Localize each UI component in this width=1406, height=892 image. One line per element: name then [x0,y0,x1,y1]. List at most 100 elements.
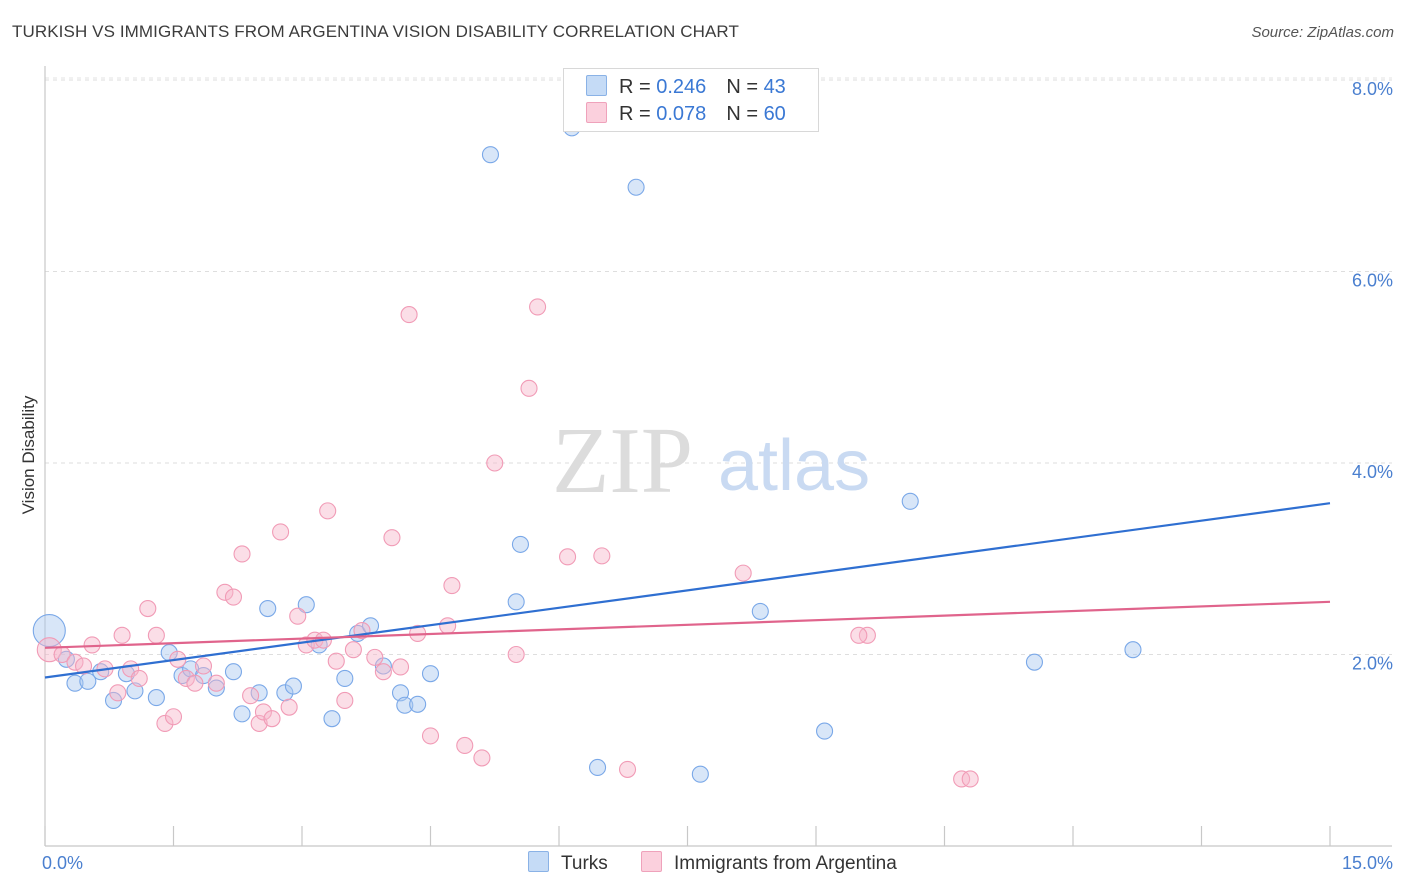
bottom-legend-argentina: Immigrants from Argentina [641,851,897,875]
turks-point [207,679,225,697]
turks-point [588,758,607,777]
turks-point [751,602,769,620]
argentina-point [319,502,337,520]
legend-n-value-argentina: 60 [763,103,786,125]
turks-point [1124,641,1142,659]
argentina-point [289,607,307,625]
argentina-point [383,529,401,547]
argentina-point [439,617,457,635]
bottom-legend-turks: Turks [528,851,608,875]
turks-point [691,765,709,783]
bottom-legend-label-argentina: Immigrants from Argentina [674,853,897,874]
argentina-point [400,306,418,324]
argentina-point [109,684,127,702]
argentina-point [147,626,165,644]
argentina-point [216,583,234,601]
y-tick-label: 2.0% [1352,654,1393,674]
legend-row-turks: R = 0.246 N = 43 [586,75,786,101]
argentina-point [224,588,243,606]
legend-r-value-turks: 0.246 [656,76,707,98]
argentina-point [734,564,752,582]
argentina-point [130,669,148,687]
argentina-point [421,727,440,745]
argentina-point [344,641,362,659]
turks-point [421,665,440,683]
turks-point [147,689,165,707]
legend-row-argentina: R = 0.078 N = 60 [586,102,786,128]
argentina-point [75,657,93,675]
y-tick-label: 6.0% [1352,271,1393,291]
argentina-point [559,548,577,566]
turks-trendline [44,502,1331,679]
legend-n-value-turks: 43 [763,76,786,98]
argentina-point [242,687,260,705]
legend-r-label: R = [619,103,657,125]
argentina-point [961,770,979,788]
legend-swatch-argentina [586,102,607,123]
argentina-point [374,663,392,681]
argentina-point [177,669,195,687]
legend-n-label: N = [726,103,764,125]
argentina-point [850,626,868,644]
argentina-point [858,626,876,644]
argentina-point [366,648,384,666]
argentina-point [194,657,213,675]
bottom-legend-swatch-argentina [641,851,662,872]
turks-point [1025,653,1043,671]
argentina-point [263,710,281,728]
turks-point [259,599,277,618]
legend-r-label: R = [619,76,657,98]
argentina-point [280,698,298,716]
axis-layer [44,66,1392,847]
argentina-point [593,547,611,565]
argentina-point [36,637,62,663]
grid-layer [45,77,1392,655]
argentina-point [66,653,84,671]
turks-point [481,146,500,164]
turks-point [901,492,919,510]
turks-point [374,657,392,675]
argentina-point [327,652,345,670]
argentina-point [486,454,504,472]
argentina-point [113,626,131,644]
turks-point [336,669,354,687]
argentina-point [233,545,251,563]
watermark: ZIP atlas [552,409,870,513]
legend-r-value-argentina: 0.078 [656,103,707,125]
trend-layer [44,502,1331,679]
bottom-legend-label-turks: Turks [561,853,608,874]
argentina-point [618,760,637,778]
argentina-point [254,703,273,721]
argentina-point [207,674,225,692]
x-tick-label: 15.0% [1342,853,1393,873]
turks-point [409,695,427,713]
y-axis-label: Vision Disability [19,395,38,514]
legend: R = 0.246 N = 43 R = 0.078 N = 60 [563,68,819,132]
y-tick-label: 4.0% [1352,462,1393,482]
turks-point [511,535,530,553]
argentina-point [953,770,971,788]
watermark-atlas: atlas [718,426,870,506]
turks-point [396,696,414,714]
argentina-point [139,599,157,618]
legend-swatch-turks [586,75,607,96]
argentina-point [391,658,410,676]
x-tick-label: 0.0% [42,853,83,873]
argentina-point [473,749,491,767]
argentina-point [507,645,525,664]
argentina-trendline [44,600,1331,649]
turks-point [816,722,834,740]
turks-point [507,593,525,611]
argentina-point [456,736,474,755]
turks-point [284,677,302,695]
turks-point [323,710,341,728]
argentina-point [336,691,354,710]
turks-point [297,596,315,614]
argentina-point [520,379,538,397]
turks-point [224,663,243,681]
watermark-zip: ZIP [552,409,693,513]
argentina-point [164,708,183,726]
legend-n-label: N = [726,76,764,98]
argentina-point [272,523,290,541]
